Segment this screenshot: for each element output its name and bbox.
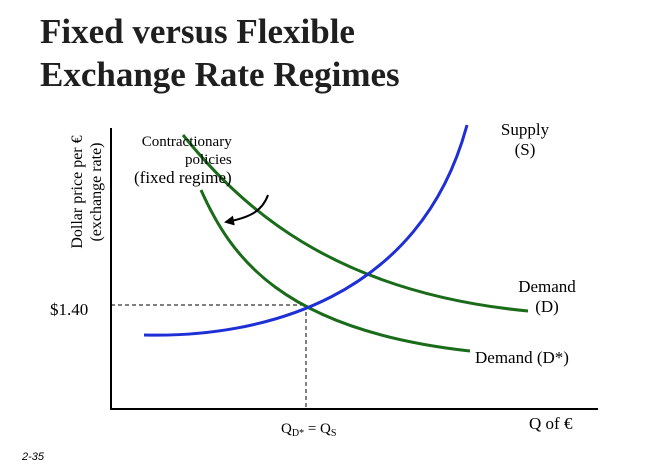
policy-annotation: Contractionary policies (fixed regime)	[134, 133, 232, 187]
demand-label-line-1: Demand	[518, 277, 576, 296]
title-line-1: Fixed versus Flexible	[40, 12, 355, 51]
policy-annotation-line-1: Contractionary	[141, 134, 232, 150]
demand-label: Demand (D)	[510, 277, 584, 317]
policy-shift-arrow	[224, 194, 269, 226]
q-supply-symbol: Q	[320, 421, 331, 437]
equilibrium-quantity-label: QD* = QS	[281, 421, 336, 439]
demand-star-label: Demand (D*)	[475, 348, 569, 367]
slide-number: 2-35	[22, 451, 45, 463]
x-axis-label: Q of €	[529, 414, 573, 433]
title-line-2: Exchange Rate Regimes	[40, 55, 400, 94]
equals-sign: =	[304, 421, 321, 437]
policy-annotation-line-3: (fixed regime)	[134, 168, 232, 187]
q-demand-symbol: Q	[281, 421, 292, 437]
demand-label-line-2: (D)	[535, 297, 559, 316]
demand-curve-d	[181, 134, 529, 313]
supply-label-line-1: Supply	[500, 120, 550, 139]
supply-curve	[143, 124, 469, 337]
demand-curve-d-star	[199, 189, 471, 353]
q-demand-subscript: D*	[291, 428, 305, 439]
slide-title: Fixed versus Flexible Exchange Rate Regi…	[40, 10, 400, 96]
policy-annotation-line-2: policies	[185, 152, 232, 168]
supply-label-line-2: (S)	[514, 140, 536, 159]
q-supply-subscript: S	[330, 428, 337, 439]
supply-label: Supply (S)	[497, 120, 553, 160]
price-label: $1.40	[50, 300, 89, 319]
